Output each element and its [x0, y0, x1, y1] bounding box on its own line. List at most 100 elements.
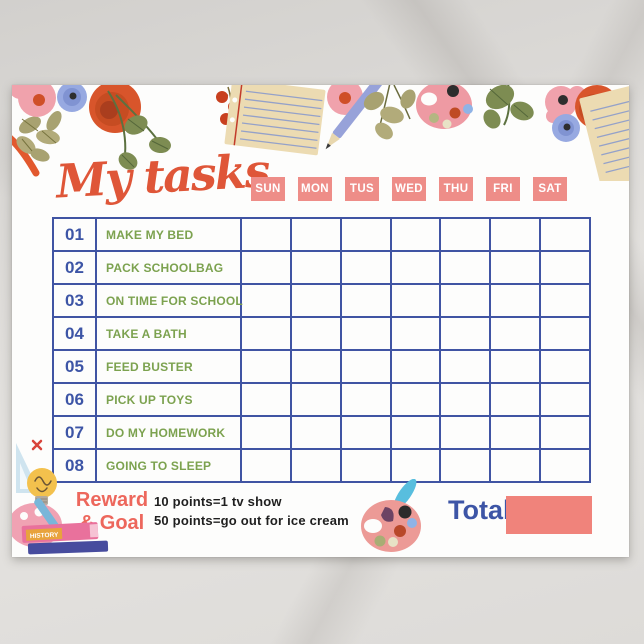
day-cell: [541, 318, 591, 351]
task-label: TAKE A BATH: [97, 318, 242, 351]
day-cell: [441, 252, 492, 285]
day-cell: [541, 285, 591, 318]
day-header-row: SUN MON TUS WED THU FRI SAT: [251, 177, 567, 201]
history-book-icon: HISTORY: [21, 522, 109, 555]
day-cell: [242, 384, 292, 417]
task-number: 03: [54, 285, 97, 318]
palette-icon: [416, 85, 473, 129]
task-label: MAKE MY BED: [97, 219, 242, 252]
day-cell: [242, 351, 292, 384]
page-title: My tasks: [54, 143, 270, 209]
task-number: 05: [54, 351, 97, 384]
day-cell: [341, 384, 392, 417]
notepad-icon: [579, 85, 629, 181]
day-header-mon: MON: [298, 177, 332, 201]
day-cell: [291, 450, 342, 483]
day-cell: [541, 417, 591, 450]
day-cell: [391, 318, 442, 351]
task-number: 02: [54, 252, 97, 285]
blue-flower-icon: [552, 114, 580, 142]
task-number: 04: [54, 318, 97, 351]
leaves-icon: [483, 85, 534, 129]
day-header-wed: WED: [392, 177, 426, 201]
day-cell: [491, 450, 542, 483]
day-cell: [242, 285, 292, 318]
day-cell: [391, 252, 442, 285]
day-cell: [441, 318, 492, 351]
points-rule-2: 50 points=go out for ice cream: [154, 513, 349, 528]
day-cell: [441, 219, 492, 252]
day-cell: [491, 285, 542, 318]
day-cell: [441, 417, 492, 450]
pink-flower-icon: [12, 85, 56, 117]
day-cell: [341, 252, 392, 285]
leaves-icon: [363, 85, 416, 140]
blue-flower-icon: [57, 85, 87, 112]
day-cell: [491, 384, 542, 417]
day-cell: [341, 285, 392, 318]
day-cell: [242, 417, 292, 450]
day-cell: [341, 318, 392, 351]
day-header-sat: SAT: [533, 177, 567, 201]
task-label: ON TIME FOR SCHOOL: [97, 285, 243, 318]
day-cell: [441, 450, 492, 483]
day-cell: [291, 252, 342, 285]
total-label: Total: [448, 495, 511, 525]
day-cell: [242, 219, 292, 252]
day-cell: [441, 384, 492, 417]
day-cell: [391, 285, 442, 318]
day-cell: [541, 351, 591, 384]
task-number: 07: [54, 417, 97, 450]
day-cell: [391, 417, 442, 450]
day-cell: [491, 351, 542, 384]
day-header-sun: SUN: [251, 177, 285, 201]
task-number: 01: [54, 219, 97, 252]
day-cell: [491, 252, 542, 285]
cross-mark-icon: [31, 439, 43, 451]
day-cell: [242, 252, 292, 285]
day-cell: [491, 318, 542, 351]
task-number: 06: [54, 384, 97, 417]
day-cell: [291, 417, 342, 450]
history-book-label: HISTORY: [30, 532, 60, 541]
task-label: GOING TO SLEEP: [97, 450, 242, 483]
total-score-box: [506, 496, 592, 534]
stem-icon: [12, 135, 40, 177]
task-label: FEED BUSTER: [97, 351, 242, 384]
task-label: DO MY HOMEWORK: [97, 417, 242, 450]
task-table: 01 MAKE MY BED 02 PACK SCHOOLBAG 03 ON T…: [52, 217, 591, 483]
day-cell: [391, 219, 442, 252]
reward-heading-line1: Reward: [75, 489, 149, 511]
day-cell: [291, 384, 342, 417]
task-label: PACK SCHOOLBAG: [97, 252, 242, 285]
day-cell: [341, 351, 392, 384]
day-header-thu: THU: [439, 177, 473, 201]
day-cell: [391, 450, 442, 483]
day-cell: [541, 219, 591, 252]
day-cell: [341, 450, 392, 483]
pencil-icon: [325, 85, 384, 150]
corner-decoration: HISTORY: [12, 439, 109, 555]
points-rule-1: 10 points=1 tv show: [154, 494, 282, 509]
notepad-icon: [224, 85, 326, 156]
day-cell: [391, 351, 442, 384]
day-header-tus: TUS: [345, 177, 379, 201]
day-cell: [491, 417, 542, 450]
day-header-fri: FRI: [486, 177, 520, 201]
day-cell: [341, 417, 392, 450]
day-cell: [391, 384, 442, 417]
day-cell: [291, 318, 342, 351]
task-number: 08: [54, 450, 97, 483]
day-cell: [441, 351, 492, 384]
day-cell: [291, 219, 342, 252]
lightbulb-icon: [27, 468, 57, 505]
palette-icon: [361, 479, 421, 552]
leafy-branch-icon: [107, 90, 171, 170]
day-cell: [242, 318, 292, 351]
day-cell: [541, 450, 591, 483]
task-chart-flyer: My tasks SUN MON TUS WED THU FRI SAT 01 …: [12, 85, 629, 557]
floral-decoration-band: [12, 85, 629, 181]
leaves-icon: [16, 111, 62, 162]
day-cell: [291, 351, 342, 384]
